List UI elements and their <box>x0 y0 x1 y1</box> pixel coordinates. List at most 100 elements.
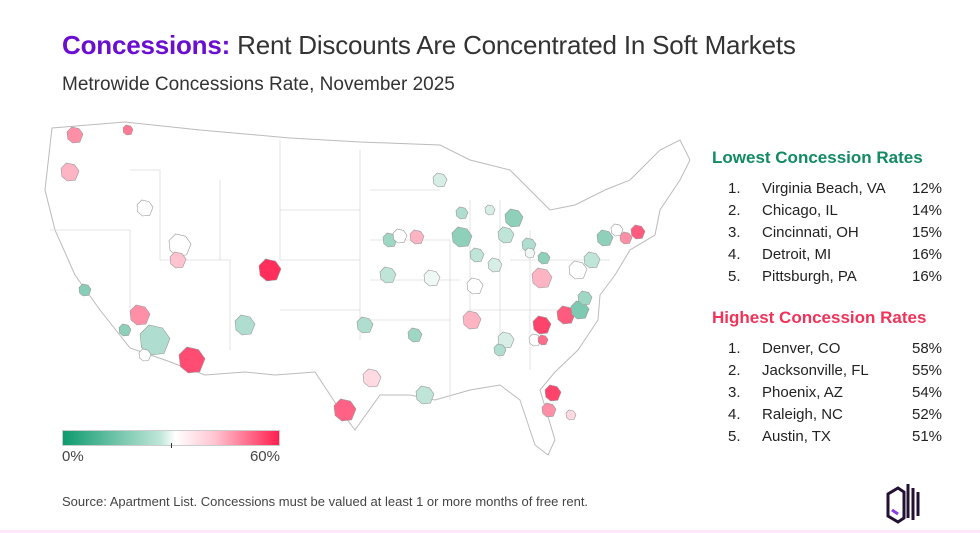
ranking-row: 4. Raleigh, NC 52% <box>712 404 962 426</box>
metro-area <box>570 300 590 320</box>
metro-area <box>409 229 425 245</box>
source-note: Source: Apartment List. Concessions must… <box>62 494 589 509</box>
metro-area <box>258 258 282 282</box>
metro-name: Raleigh, NC <box>762 406 843 423</box>
metro-area <box>466 277 484 295</box>
metro-area <box>451 226 473 248</box>
metro-area <box>541 402 557 418</box>
page-subtitle: Metrowide Concessions Rate, November 202… <box>62 74 455 95</box>
metro-area <box>432 172 448 188</box>
legend-midpoint-tick <box>171 443 172 448</box>
metro-area <box>234 314 256 336</box>
metro-name: Pittsburgh, PA <box>762 268 857 285</box>
metro-area <box>524 247 536 259</box>
metro-name: Detroit, MI <box>762 246 832 263</box>
concession-rate: 12% <box>912 180 943 197</box>
rank-number: 2. <box>728 362 741 379</box>
metro-area <box>168 233 192 257</box>
lowest-rates-panel: Lowest Concession Rates 1. Virginia Beach… <box>712 148 962 288</box>
rank-number: 3. <box>728 384 741 401</box>
ranking-row: 4. Detroit, MI 16% <box>712 244 962 266</box>
metro-area <box>544 384 562 402</box>
concession-rate: 55% <box>912 362 943 379</box>
color-legend: 0% 60% <box>62 430 280 465</box>
metro-name: Jacksonville, FL <box>762 362 869 379</box>
highest-rates-title: Highest Concession Rates <box>712 308 927 327</box>
legend-gradient-bar <box>62 430 280 448</box>
concession-rate: 15% <box>912 224 943 241</box>
us-outline <box>44 121 691 456</box>
metro-area <box>138 348 152 362</box>
highest-rates-panel: Highest Concession Rates 1. Denver, CO 58%… <box>712 308 962 448</box>
metro-area <box>537 251 551 265</box>
metro-name: Austin, TX <box>762 428 831 445</box>
metro-area <box>356 316 374 334</box>
metro-area <box>537 334 549 346</box>
metro-area <box>60 162 80 182</box>
metro-area <box>619 231 633 245</box>
metro-name: Denver, CO <box>762 340 841 357</box>
metro-area <box>596 229 614 247</box>
ranking-row: 5. Austin, TX 51% <box>712 426 962 448</box>
rank-number: 5. <box>728 268 741 285</box>
metro-area <box>556 305 576 325</box>
metro-name: Virginia Beach, VA <box>762 180 886 197</box>
metro-area <box>532 315 552 335</box>
rank-number: 4. <box>728 406 741 423</box>
ranking-row: 2. Chicago, IL 14% <box>712 200 962 222</box>
metro-area <box>497 226 515 244</box>
metro-area <box>136 199 154 217</box>
metro-area <box>487 257 503 273</box>
metro-area <box>118 323 132 337</box>
page-title: Concessions: Rent Discounts Are Concentr… <box>62 30 796 61</box>
lowest-rates-title: Lowest Concession Rates <box>712 148 923 167</box>
metro-area <box>122 124 134 136</box>
rank-number: 4. <box>728 246 741 263</box>
concession-rate: 52% <box>912 406 943 423</box>
metro-area <box>423 269 441 287</box>
metro-name: Chicago, IL <box>762 202 838 219</box>
concession-rate: 16% <box>912 246 943 263</box>
concession-rate: 54% <box>912 384 943 401</box>
metro-area <box>493 343 507 357</box>
metro-area <box>504 208 524 228</box>
metro-area <box>139 324 171 356</box>
legend-max-label: 60% <box>249 448 280 465</box>
metro-area <box>565 409 577 421</box>
rank-number: 3. <box>728 224 741 241</box>
metro-area <box>169 251 187 269</box>
apartment-list-logo-icon <box>886 484 920 524</box>
title-accent: Concessions: <box>62 30 231 60</box>
metro-area <box>78 283 92 297</box>
metro-area <box>333 398 357 422</box>
metro-area <box>469 247 485 263</box>
rank-number: 2. <box>728 202 741 219</box>
rank-number: 5. <box>728 428 741 445</box>
metro-area <box>568 260 588 280</box>
metro-area <box>583 251 601 269</box>
rank-number: 1. <box>728 180 741 197</box>
metro-area <box>531 267 553 289</box>
metro-area <box>362 368 382 388</box>
metro-area <box>521 237 537 253</box>
metro-area <box>415 385 435 405</box>
ranking-row: 1. Denver, CO 58% <box>712 338 962 360</box>
metro-name: Phoenix, AZ <box>762 384 843 401</box>
metro-area <box>484 204 496 216</box>
metro-areas <box>60 124 646 422</box>
metro-area <box>66 126 84 144</box>
metro-name: Cincinnati, OH <box>762 224 859 241</box>
concession-rate: 58% <box>912 340 943 357</box>
state-borders <box>50 140 610 400</box>
metro-area <box>129 304 151 326</box>
ranking-row: 5. Pittsburgh, PA 16% <box>712 266 962 288</box>
ranking-row: 3. Phoenix, AZ 54% <box>712 382 962 404</box>
rank-number: 1. <box>728 340 741 357</box>
metro-area <box>577 290 593 306</box>
ranking-row: 2. Jacksonville, FL 55% <box>712 360 962 382</box>
metro-area <box>610 223 624 237</box>
metro-area <box>462 310 482 330</box>
metro-area <box>392 228 408 244</box>
us-metro-map <box>44 121 691 456</box>
ranking-row: 1. Virginia Beach, VA 12% <box>712 178 962 200</box>
